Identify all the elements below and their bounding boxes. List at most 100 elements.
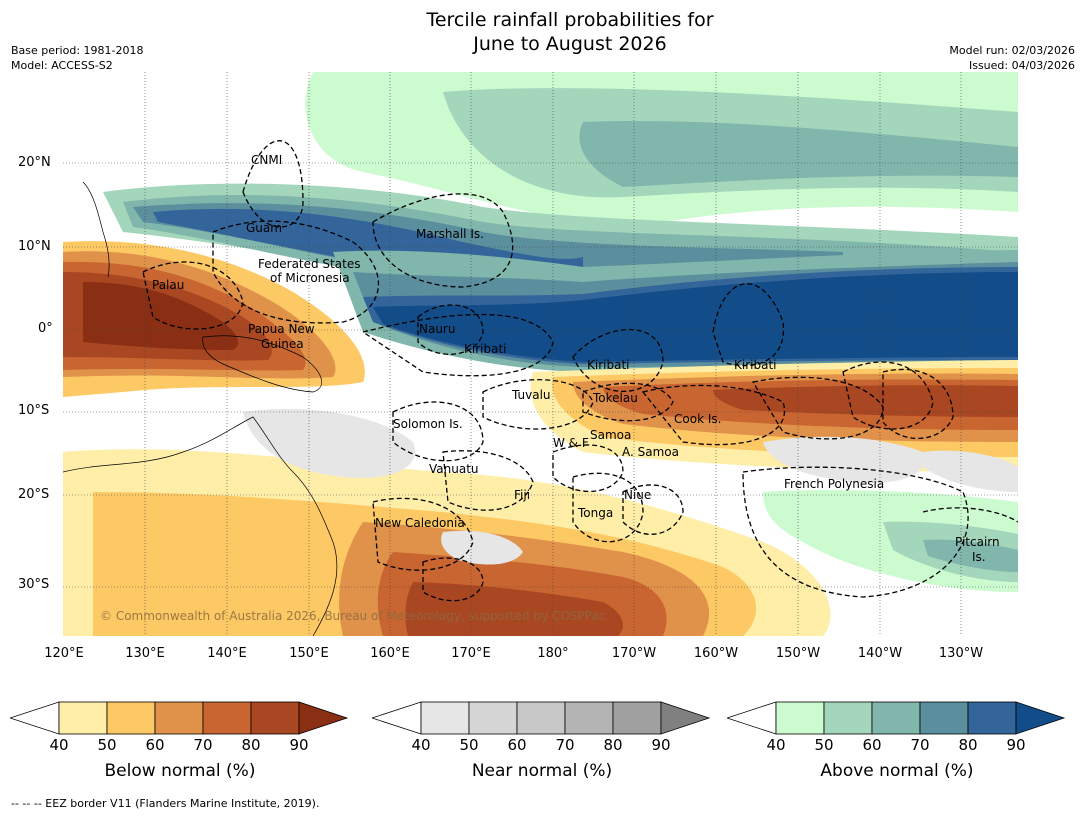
label-tokelau: Tokelau xyxy=(593,391,638,405)
graticule xyxy=(63,72,1018,636)
lat-label: 10°N xyxy=(18,239,51,254)
cb-tick: 60 xyxy=(507,736,527,754)
cb-extend-low xyxy=(10,701,60,735)
lon-label: 120°E xyxy=(44,646,84,661)
label-kiribati-east: Kiribati xyxy=(734,358,777,372)
colorbar-near-ticks: 40 50 60 70 80 90 xyxy=(372,736,712,756)
label-palau: Palau xyxy=(152,278,185,292)
cb-swatch xyxy=(612,701,662,735)
cb-swatch xyxy=(154,701,204,735)
below-normal-west xyxy=(63,241,365,397)
philippines-coastline xyxy=(82,181,110,278)
label-png-line2: Guinea xyxy=(261,337,304,351)
colorbar-below-ticks: 40 50 60 70 80 90 xyxy=(10,736,350,756)
colorbar-near-swatches xyxy=(372,701,711,735)
new-guinea-coastline xyxy=(202,335,323,393)
cb-tick: 60 xyxy=(145,736,165,754)
lon-label: 150°W xyxy=(775,646,821,661)
cb-tick: 50 xyxy=(814,736,834,754)
map-title: Tercile rainfall probabilities for June … xyxy=(0,8,1085,56)
lat-label: 0° xyxy=(38,321,53,336)
title-line-2: June to August 2026 xyxy=(473,33,667,55)
label-samoa: Samoa xyxy=(590,428,632,442)
cb-swatch xyxy=(250,701,300,735)
cb-tick: 70 xyxy=(193,736,213,754)
label-pitcairn-line1: Pitcairn xyxy=(955,535,1000,549)
cb-swatch xyxy=(106,701,156,735)
cb-tick: 80 xyxy=(603,736,623,754)
cb-tick: 50 xyxy=(459,736,479,754)
cb-tick: 90 xyxy=(1006,736,1026,754)
lon-label: 180° xyxy=(537,646,569,661)
cb-tick: 40 xyxy=(766,736,786,754)
issued-date: Issued: 04/03/2026 xyxy=(968,59,1075,72)
label-american-samoa: A. Samoa xyxy=(622,445,679,459)
label-new-caledonia: New Caledonia xyxy=(375,516,465,530)
title-line-1: Tercile rainfall probabilities for xyxy=(426,9,714,31)
colorbar-below-normal: 40 50 60 70 80 90 Below normal (%) xyxy=(10,700,350,781)
lon-label: 160°E xyxy=(370,646,410,661)
cb-tick: 40 xyxy=(49,736,69,754)
cb-swatch xyxy=(564,701,614,735)
label-fsm-line1: Federated States xyxy=(258,257,361,271)
colorbar-below-swatches xyxy=(10,701,349,735)
cb-swatch xyxy=(468,701,518,735)
cb-extend-high xyxy=(298,701,349,735)
lon-label: 170°E xyxy=(451,646,491,661)
eez-borders xyxy=(142,140,1018,602)
lon-label: 160°W xyxy=(693,646,739,661)
lon-label: 130°E xyxy=(125,646,165,661)
lat-label: 30°S xyxy=(18,577,50,592)
cb-extend-high xyxy=(1015,701,1066,735)
label-guam: Guam xyxy=(246,221,282,235)
above-normal-equatorial-band xyxy=(333,250,1018,372)
colorbar-above-swatches xyxy=(727,701,1066,735)
cb-extend-low xyxy=(727,701,777,735)
near-normal-patches xyxy=(243,408,1018,565)
cb-extend-low xyxy=(372,701,422,735)
cb-swatch xyxy=(871,701,921,735)
copyright-text: © Commonwealth of Australia 2026, Bureau… xyxy=(100,609,605,623)
colorbar-above-title: Above normal (%) xyxy=(820,761,974,781)
lon-label: 140°W xyxy=(857,646,903,661)
label-png-line1: Papua New xyxy=(248,322,315,336)
cb-tick: 90 xyxy=(289,736,309,754)
cb-swatch xyxy=(967,701,1017,735)
cb-tick: 50 xyxy=(97,736,117,754)
lon-label: 130°W xyxy=(938,646,984,661)
cb-tick: 40 xyxy=(411,736,431,754)
colorbar-near-title: Near normal (%) xyxy=(471,761,613,781)
lat-label: 20°N xyxy=(18,155,51,170)
lat-label: 10°S xyxy=(18,403,50,418)
cb-tick: 80 xyxy=(958,736,978,754)
rainfall-map[interactable]: © Commonwealth of Australia 2026, Bureau… xyxy=(63,72,1018,636)
meta-left: Base period: 1981-2018 Model: ACCESS-S2 xyxy=(11,43,143,73)
label-fsm-line2: of Micronesia xyxy=(270,271,350,285)
cb-extend-high xyxy=(660,701,711,735)
label-vanuatu: Vanuatu xyxy=(429,462,479,476)
australia-coastline xyxy=(63,416,338,636)
cb-swatch xyxy=(420,701,470,735)
colorbar-above-ticks: 40 50 60 70 80 90 xyxy=(727,736,1067,756)
above-normal-southeast xyxy=(763,490,1018,592)
label-french-polynesia: French Polynesia xyxy=(784,477,885,491)
cb-swatch xyxy=(919,701,969,735)
label-wallis-futuna: W & F xyxy=(553,436,589,450)
label-tuvalu: Tuvalu xyxy=(512,388,551,402)
cb-tick: 70 xyxy=(910,736,930,754)
model-run: Model run: 02/03/2026 xyxy=(949,44,1075,57)
eez-footnote: -- -- -- EEZ border V11 (Flanders Marine… xyxy=(11,797,320,810)
cb-tick: 60 xyxy=(862,736,882,754)
cb-swatch xyxy=(823,701,873,735)
label-cnmi: CNMI xyxy=(251,153,283,167)
label-nauru: Nauru xyxy=(419,322,456,336)
label-niue: Niue xyxy=(624,488,652,502)
label-tonga: Tonga xyxy=(578,506,614,520)
cb-swatch xyxy=(58,701,108,735)
lon-label: 140°E xyxy=(207,646,247,661)
label-cook: Cook Is. xyxy=(674,412,722,426)
cb-swatch xyxy=(202,701,252,735)
cb-tick: 80 xyxy=(241,736,261,754)
label-kiribati-west: Kiribati xyxy=(464,342,507,356)
map-panel[interactable]: © Commonwealth of Australia 2026, Bureau… xyxy=(63,72,1018,636)
